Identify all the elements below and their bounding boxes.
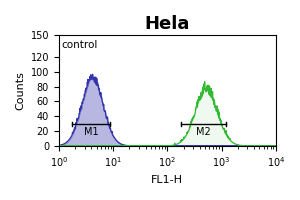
Text: M1: M1 bbox=[84, 127, 99, 137]
Text: control: control bbox=[61, 40, 98, 50]
X-axis label: FL1-H: FL1-H bbox=[151, 175, 183, 185]
Title: Hela: Hela bbox=[145, 15, 190, 33]
Text: M2: M2 bbox=[196, 127, 211, 137]
Y-axis label: Counts: Counts bbox=[15, 71, 25, 110]
